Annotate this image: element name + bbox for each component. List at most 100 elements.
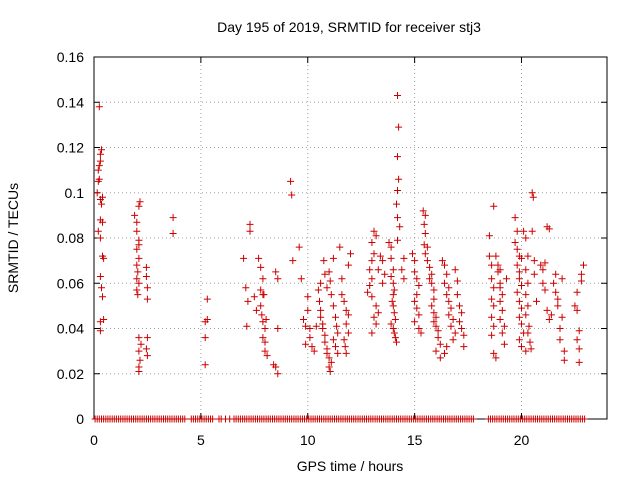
- data-point: [453, 277, 461, 285]
- y-axis-label: SRMTID / TECUs: [5, 183, 21, 293]
- data-point: [390, 329, 398, 337]
- data-point: [272, 268, 280, 276]
- data-point: [490, 302, 498, 310]
- data-point: [485, 232, 493, 240]
- data-point: [327, 358, 335, 366]
- data-point: [438, 257, 446, 265]
- data-point: [169, 230, 177, 237]
- data-point: [525, 322, 533, 330]
- data-point: [496, 297, 504, 305]
- data-point: [242, 284, 250, 292]
- data-point: [515, 268, 523, 276]
- data-point: [314, 286, 322, 294]
- data-point: [320, 257, 328, 265]
- data-point: [434, 334, 442, 342]
- data-point: [419, 207, 427, 215]
- data-point: [560, 347, 568, 355]
- data-point: [421, 230, 429, 237]
- data-point: [411, 268, 419, 276]
- data-point: [316, 297, 323, 305]
- data-point: [133, 286, 141, 294]
- data-point: [135, 368, 143, 375]
- data-point: [409, 250, 416, 258]
- data-point: [317, 306, 325, 314]
- x-tick-label: 20: [514, 432, 530, 448]
- data-point: [558, 313, 566, 321]
- data-point: [368, 239, 376, 246]
- data-point: [390, 309, 398, 317]
- data-point: [430, 309, 438, 317]
- data-point: [297, 275, 305, 283]
- data-point: [453, 291, 461, 299]
- data-point: [379, 257, 387, 265]
- data-point: [368, 275, 376, 283]
- data-point: [545, 316, 553, 323]
- data-point: [518, 254, 525, 262]
- data-point: [436, 354, 444, 362]
- data-point: [432, 322, 440, 330]
- data-point: [336, 243, 344, 251]
- data-point: [338, 291, 346, 299]
- data-point: [302, 322, 310, 330]
- y-tick-label: 0.04: [57, 321, 84, 337]
- data-point: [554, 295, 562, 303]
- data-point: [488, 313, 496, 321]
- data-point: [143, 352, 151, 360]
- data-point: [518, 282, 525, 289]
- data-point: [488, 295, 496, 303]
- data-point: [340, 297, 348, 305]
- data-point: [458, 325, 466, 332]
- data-point: [93, 189, 101, 197]
- data-point: [490, 349, 498, 357]
- data-point: [387, 320, 395, 328]
- grid-lines: [94, 57, 607, 419]
- data-point: [319, 325, 327, 332]
- data-point: [381, 270, 389, 278]
- data-point: [344, 329, 352, 337]
- data-point: [338, 275, 346, 283]
- data-point: [255, 254, 263, 262]
- data-point: [488, 275, 496, 283]
- data-point: [533, 297, 540, 305]
- data-point: [520, 227, 528, 235]
- data-point: [498, 291, 506, 299]
- x-tick-label: 15: [407, 432, 423, 448]
- data-point: [370, 227, 378, 235]
- data-point: [529, 193, 537, 201]
- data-point: [133, 275, 141, 283]
- data-point: [451, 266, 459, 274]
- data-point: [95, 162, 103, 170]
- data-point: [490, 322, 498, 330]
- data-point: [98, 146, 105, 154]
- data-point: [522, 311, 530, 319]
- y-tick-label: 0.1: [65, 185, 85, 201]
- data-point: [496, 316, 504, 323]
- data-point: [541, 259, 549, 267]
- data-point: [469, 415, 477, 423]
- data-point: [423, 257, 431, 265]
- data-point: [415, 282, 423, 289]
- data-point: [387, 254, 395, 262]
- data-point: [295, 243, 303, 251]
- data-point: [485, 252, 493, 260]
- data-point: [436, 340, 444, 348]
- data-point: [413, 275, 421, 283]
- data-point: [456, 318, 463, 326]
- data-point: [513, 261, 521, 269]
- data-point: [541, 286, 549, 294]
- data-point: [460, 343, 468, 351]
- data-point: [262, 316, 270, 323]
- y-tick-label: 0.14: [57, 94, 84, 110]
- data-point: [513, 245, 521, 253]
- data-point: [246, 220, 254, 228]
- data-point: [250, 293, 258, 301]
- data-point: [341, 343, 349, 351]
- data-point: [577, 277, 585, 285]
- data-point: [209, 415, 217, 423]
- data-point: [434, 327, 442, 335]
- data-point: [143, 334, 151, 342]
- data-point: [201, 334, 209, 342]
- data-point: [323, 349, 331, 357]
- data-point: [287, 177, 295, 185]
- data-point: [344, 311, 352, 319]
